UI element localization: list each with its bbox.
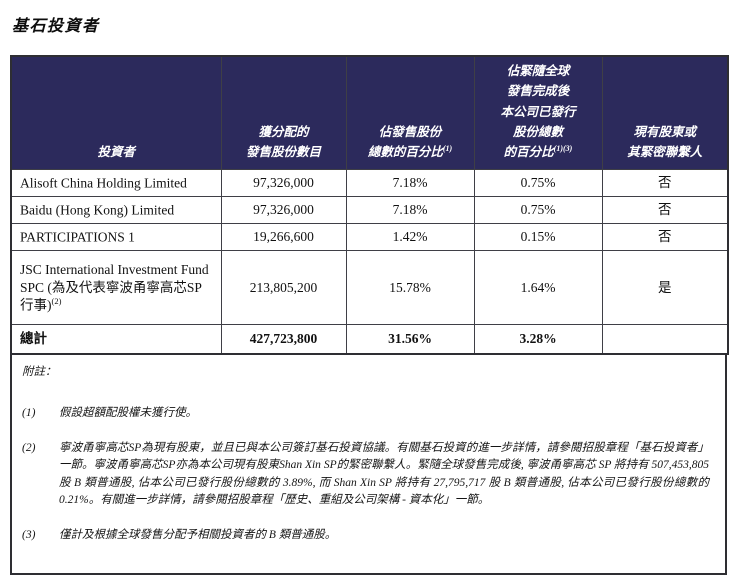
note-number: (1) <box>22 407 36 420</box>
shares-cell: 213,805,200 <box>220 250 347 326</box>
col-header-shares-allocated: 獲分配的 發售股份數目 <box>220 55 347 171</box>
total-pct-issued-cell: 3.28% <box>473 324 603 355</box>
shares-cell: 97,326,000 <box>220 196 347 225</box>
investor-name-cell: JSC International Investment Fund SPC (為… <box>10 250 222 326</box>
col-header-pct-of-issued: 佔緊隨全球 發售完成後 本公司已發行 股份總數 的百分比(1)(3) <box>473 55 603 171</box>
pct-offer-cell: 15.78% <box>345 250 475 326</box>
total-label-cell: 總計 <box>10 324 222 355</box>
pct-issued-cell: 1.64% <box>473 250 603 326</box>
page-title: 基石投資者 <box>12 18 100 35</box>
pct-offer-cell: 7.18% <box>345 196 475 225</box>
note-text: 假設超額配股權未獲行使。 <box>59 407 197 420</box>
investor-name: JSC International Investment Fund SPC (為… <box>20 261 209 313</box>
investor-name: Alisoft China Holding Limited <box>20 175 187 191</box>
col-header-investor-label: 投資者 <box>97 145 135 159</box>
table-row: Baidu (Hong Kong) Limited 97,326,000 7.1… <box>10 196 729 225</box>
table-row: Alisoft China Holding Limited 97,326,000… <box>10 169 729 198</box>
pct-issued-cell: 0.15% <box>473 223 603 252</box>
note-text: 寧波甬寧高芯SP為現有股東，並且已與本公司簽訂基石投資協議。有關基石投資的進一步… <box>59 441 709 507</box>
table-row: PARTICIPATIONS 1 19,266,600 1.42% 0.15% … <box>10 223 729 252</box>
notes-section: 附註： (1) 假設超額配股權未獲行使。 (2) 寧波甬寧高芯SP為現有股東，並… <box>10 354 727 575</box>
pct-offer-cell: 7.18% <box>345 169 475 198</box>
existing-shareholder-cell: 否 <box>601 169 729 198</box>
total-pct-offer-cell: 31.56% <box>345 324 475 355</box>
existing-shareholder-cell: 否 <box>601 196 729 225</box>
shares-cell: 97,326,000 <box>220 169 347 198</box>
note-item-3: (3) 僅計及根據全球發售分配予相關投資者的 B 類普通股。 <box>22 527 713 544</box>
existing-shareholder-cell: 否 <box>601 223 729 252</box>
note-number: (2) <box>22 441 36 454</box>
pct-issued-cell: 0.75% <box>473 169 603 198</box>
investor-name: PARTICIPATIONS 1 <box>20 229 135 245</box>
pct-offer-cell: 1.42% <box>345 223 475 252</box>
table-header-row: 投資者 獲分配的 發售股份數目 佔發售股份 總數的百分比(1) 佔緊隨全球 發售… <box>10 55 729 171</box>
col-header-pct-of-issued-sup: (1)(3) <box>553 143 573 153</box>
investor-name-cell: Alisoft China Holding Limited <box>10 169 222 198</box>
total-shares-cell: 427,723,800 <box>220 324 347 355</box>
investor-name-cell: Baidu (Hong Kong) Limited <box>10 196 222 225</box>
notes-label: 附註： <box>22 365 57 378</box>
col-header-existing-shareholder-label: 現有股東或 其緊密聯繫人 <box>627 124 703 159</box>
total-existing-cell <box>601 324 729 355</box>
col-header-shares-allocated-label: 獲分配的 發售股份數目 <box>245 124 321 159</box>
shares-cell: 19,266,600 <box>220 223 347 252</box>
existing-shareholder-cell: 是 <box>601 250 729 326</box>
col-header-existing-shareholder: 現有股東或 其緊密聯繫人 <box>601 55 729 171</box>
note-item-2: (2) 寧波甬寧高芯SP為現有股東，並且已與本公司簽訂基石投資協議。有關基石投資… <box>22 440 713 510</box>
col-header-pct-of-offer: 佔發售股份 總數的百分比(1) <box>345 55 475 171</box>
col-header-pct-of-offer-label: 佔發售股份 總數的百分比 <box>367 124 443 159</box>
cornerstone-investors-box: 投資者 獲分配的 發售股份數目 佔發售股份 總數的百分比(1) 佔緊隨全球 發售… <box>10 55 729 575</box>
note-item-1: (1) 假設超額配股權未獲行使。 <box>22 405 713 422</box>
note-number: (3) <box>22 528 36 541</box>
investor-name: Baidu (Hong Kong) Limited <box>20 202 175 218</box>
cornerstone-investors-table: 投資者 獲分配的 發售股份數目 佔發售股份 總數的百分比(1) 佔緊隨全球 發售… <box>10 55 729 355</box>
note-text: 僅計及根據全球發售分配予相關投資者的 B 類普通股。 <box>59 528 337 541</box>
investor-name-cell: PARTICIPATIONS 1 <box>10 223 222 252</box>
table-row: JSC International Investment Fund SPC (為… <box>10 250 729 326</box>
pct-issued-cell: 0.75% <box>473 196 603 225</box>
col-header-investor: 投資者 <box>10 55 222 171</box>
total-row: 總計 427,723,800 31.56% 3.28% <box>10 324 729 355</box>
investor-name-sup: (2) <box>51 296 62 307</box>
col-header-pct-of-offer-sup: (1) <box>442 143 453 153</box>
col-header-pct-of-issued-label: 佔緊隨全球 發售完成後 本公司已發行 股份總數 的百分比 <box>500 64 576 159</box>
